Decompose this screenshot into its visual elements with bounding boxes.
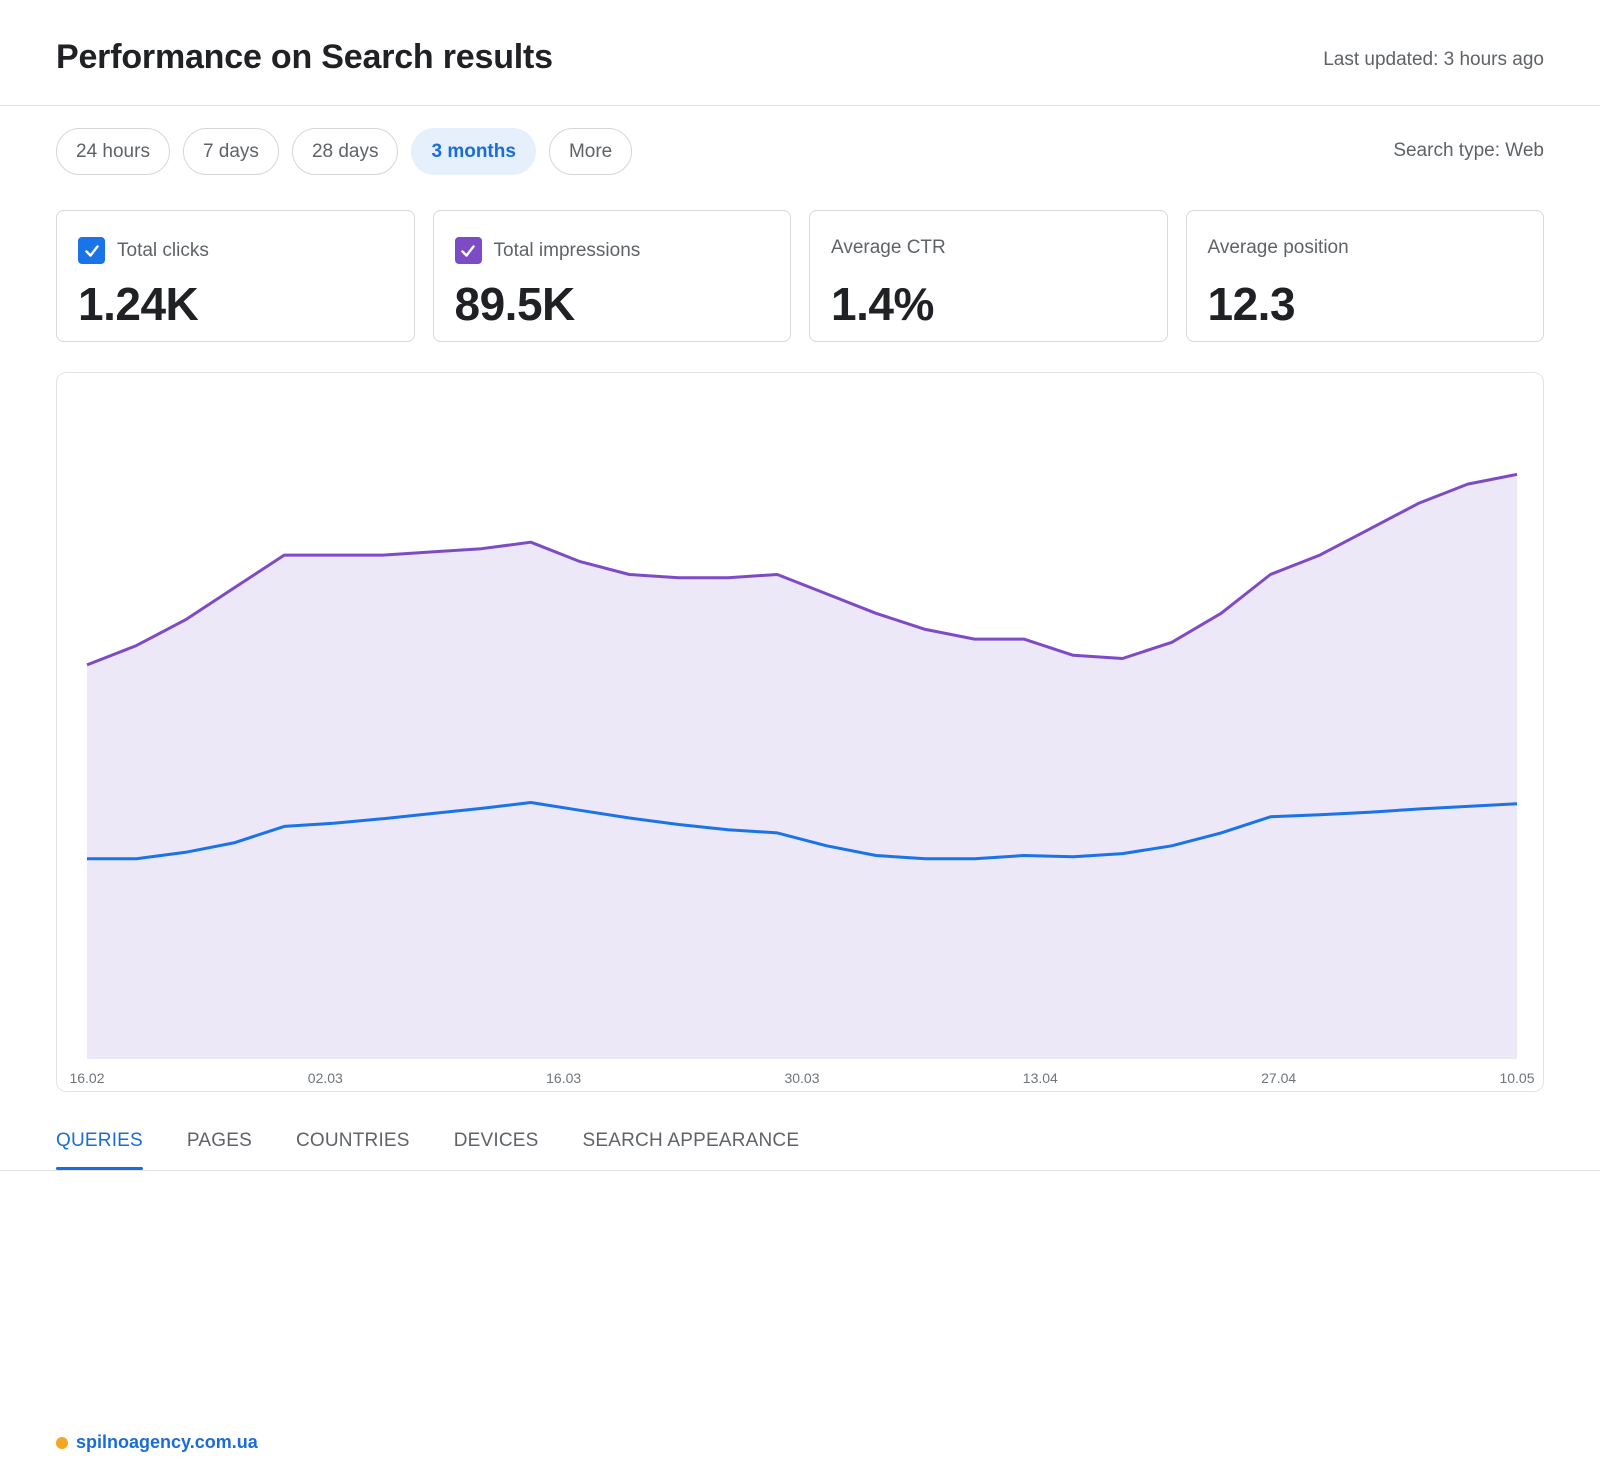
performance-chart: 16.02 02.03 16.03 30.03 13.04 27.04 10.05 xyxy=(56,372,1544,1092)
metric-label: Total clicks xyxy=(117,239,209,261)
metric-card-total-impressions[interactable]: Total impressions 89.5K xyxy=(432,210,791,342)
metric-card-total-clicks[interactable]: Total clicks 1.24K xyxy=(56,210,415,342)
metric-label: Total impressions xyxy=(493,239,641,261)
x-tick-label: 10.05 xyxy=(1499,1070,1534,1086)
footer-link[interactable]: spilnoagency.com.ua xyxy=(76,1432,258,1452)
tabs-divider xyxy=(0,1170,1600,1171)
x-tick-label: 30.03 xyxy=(784,1070,819,1086)
chip-3-months[interactable]: 3 months xyxy=(411,128,536,175)
chip-28-days[interactable]: 28 days xyxy=(291,128,399,175)
series-0-line xyxy=(86,472,1518,667)
x-tick-label: 16.02 xyxy=(69,1070,104,1086)
chip-7-days[interactable]: 7 days xyxy=(182,128,279,175)
date-range-filters: 24 hours 7 days 28 days 3 months More xyxy=(56,128,633,176)
metric-value: 1.24K xyxy=(78,278,199,330)
tab-queries[interactable]: QUERIES xyxy=(56,1130,143,1170)
metric-card-average-position[interactable]: Average position 12.3 xyxy=(1185,210,1544,342)
last-updated-label: Last updated: 3 hours ago xyxy=(1323,49,1544,70)
metric-value: 89.5K xyxy=(454,278,576,330)
checkbox-checked-icon[interactable] xyxy=(78,237,105,264)
footer: spilnoagency.com.ua xyxy=(56,1432,258,1453)
x-tick-label: 13.04 xyxy=(1023,1070,1058,1086)
x-tick-label: 27.04 xyxy=(1261,1070,1296,1086)
metric-label-row: Total clicks xyxy=(78,237,209,264)
metric-label-row: Average position xyxy=(1208,237,1349,259)
checkbox-checked-icon[interactable] xyxy=(454,237,482,264)
chip-more[interactable]: More xyxy=(548,128,633,175)
metric-cards: Total clicks 1.24K Total impressions 89.… xyxy=(56,210,1544,342)
chip-24-hours[interactable]: 24 hours xyxy=(56,128,170,175)
tab-search-appearance[interactable]: SEARCH APPEARANCE xyxy=(582,1130,800,1151)
metric-value: 1.4% xyxy=(831,278,934,330)
series-1-line xyxy=(87,801,1518,861)
page-header: Performance on Search results Last updat… xyxy=(0,0,1600,106)
report-tabs: QUERIES PAGES COUNTRIES DEVICES SEARCH A… xyxy=(56,1130,799,1170)
chart-canvas: 16.02 02.03 16.03 30.03 13.04 27.04 10.05 xyxy=(69,472,1535,1086)
search-type-selector[interactable]: Search type: Web xyxy=(1393,140,1544,161)
tab-countries[interactable]: COUNTRIES xyxy=(295,1130,410,1151)
metric-value: 12.3 xyxy=(1207,278,1296,330)
metric-label-row: Total impressions xyxy=(454,237,641,264)
x-tick-label: 16.03 xyxy=(546,1070,581,1086)
series-0-area xyxy=(87,474,1517,1059)
tab-devices[interactable]: DEVICES xyxy=(453,1130,539,1151)
tab-pages[interactable]: PAGES xyxy=(186,1130,252,1151)
metric-label-row: Average CTR xyxy=(831,237,946,259)
page-title: Performance on Search results xyxy=(56,38,553,76)
metric-label: Average CTR xyxy=(831,237,946,258)
x-tick-label: 02.03 xyxy=(308,1070,343,1086)
brand-dot-icon xyxy=(56,1436,68,1449)
metric-label: Average position xyxy=(1207,237,1349,258)
metric-card-average-ctr[interactable]: Average CTR 1.4% xyxy=(809,210,1168,342)
